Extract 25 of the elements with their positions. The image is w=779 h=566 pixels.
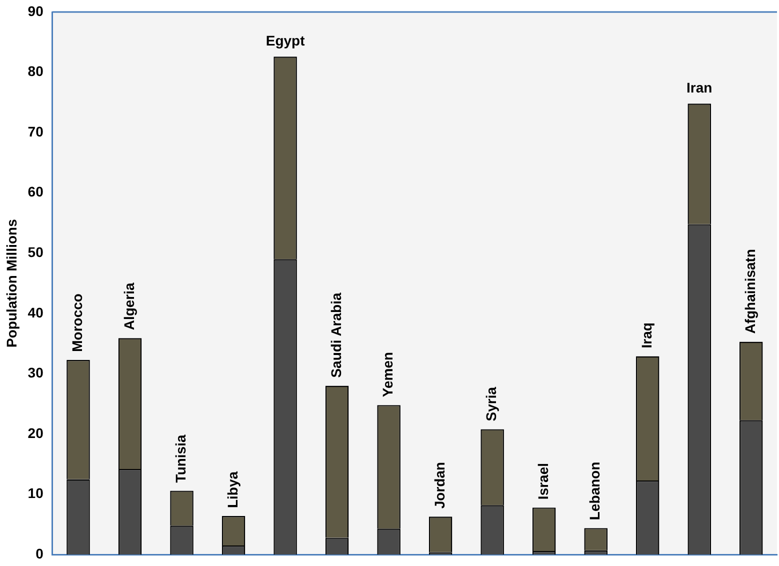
x-tick-label: Israel — [534, 462, 551, 500]
x-tick-label: Morocco — [69, 294, 86, 352]
x-tick-label: Libya — [224, 471, 240, 508]
x-tick-label: Tunisia — [172, 434, 189, 483]
y-tick-label: 30 — [28, 364, 44, 381]
x-tick-label: Lebanon — [586, 462, 603, 520]
x-tick-label: Algeria — [120, 282, 137, 330]
y-tick-label: 0 — [36, 545, 44, 562]
y-tick-label: 40 — [28, 304, 44, 320]
y-tick-label: 20 — [28, 424, 44, 441]
y-tick-label: 50 — [28, 244, 44, 260]
x-tick-label: Jordan — [431, 462, 448, 509]
y-tick-label: 10 — [28, 485, 44, 502]
x-tick-label: Egypt — [266, 32, 306, 48]
y-tick-label: 60 — [28, 184, 44, 200]
x-tick-label: Yemen — [380, 352, 396, 398]
x-tick-label: Syria — [483, 386, 500, 422]
y-tick-label: 90 — [28, 2, 44, 19]
y-tick-label: 70 — [28, 123, 44, 140]
x-tick-label: Iraq — [638, 322, 654, 348]
x-tick-label: Saudi Arabia — [328, 292, 344, 378]
y-tick-label: 80 — [28, 63, 44, 80]
x-tick-label: Afghainisatn — [742, 249, 758, 334]
x-tick-label: Iran — [686, 80, 712, 96]
y-axis-title: Population Millions — [3, 218, 20, 348]
